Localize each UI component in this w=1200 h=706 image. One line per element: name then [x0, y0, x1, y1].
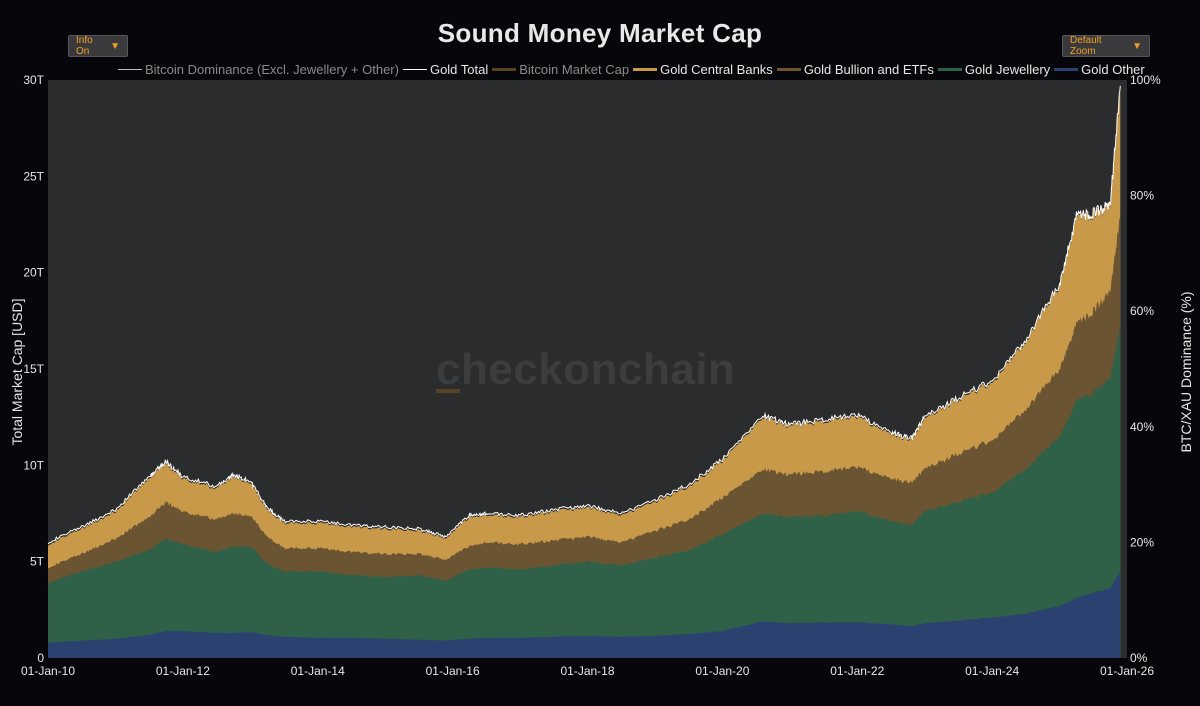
chevron-down-icon: ▼	[1132, 40, 1142, 52]
y2-tick-label: 80%	[1130, 189, 1154, 203]
line-gold-total	[47, 85, 1121, 545]
x-tick-label: 01-Jan-14	[291, 664, 345, 678]
legend-swatch	[492, 67, 517, 71]
legend-label: Gold Total	[429, 61, 489, 77]
y-tick-label: 30T	[23, 73, 44, 87]
legend-swatch	[776, 67, 801, 71]
legend-label: Gold Central Banks	[660, 61, 773, 77]
legend-label: Bitcoin Dominance (Excl. Jewellery + Oth…	[145, 61, 399, 77]
legend-label: Gold Jewellery	[964, 61, 1051, 77]
x-tick-label: 01-Jan-24	[965, 664, 1019, 678]
info-toggle-button[interactable]: Info On ▼	[68, 35, 128, 57]
y-tick-label: 0	[37, 651, 44, 665]
legend-item[interactable]: Gold Central Banks	[633, 62, 773, 77]
legend-item[interactable]: Gold Total	[402, 61, 489, 77]
zoom-select-label: Default Zoom	[1070, 35, 1102, 57]
legend-label: Bitcoin Market Cap	[519, 61, 630, 77]
y-tick-label: 15T	[23, 362, 44, 376]
zoom-select-button[interactable]: Default Zoom ▼	[1062, 35, 1150, 57]
area-gold-other	[48, 571, 1121, 658]
y2-tick-label: 60%	[1130, 304, 1154, 318]
legend-item[interactable]: Gold Jewellery	[937, 61, 1051, 77]
watermark: checkonchain	[436, 345, 736, 394]
legend-item[interactable]: Bitcoin Market Cap	[492, 62, 629, 77]
chevron-down-icon: ▼	[110, 40, 120, 52]
x-tick-label: 01-Jan-16	[426, 664, 480, 678]
legend-swatch	[1054, 67, 1079, 71]
x-tick-label: 01-Jan-20	[695, 664, 749, 678]
y-tick-label: 10T	[23, 458, 44, 472]
legend-item[interactable]: Bitcoin Dominance (Excl. Jewellery + Oth…	[118, 62, 399, 77]
legend-swatch	[402, 68, 427, 70]
chart-legend: Bitcoin Dominance (Excl. Jewellery + Oth…	[118, 60, 1149, 78]
y-tick-label: 5T	[30, 555, 45, 569]
legend-swatch	[633, 67, 658, 71]
y2-tick-label: 0%	[1130, 651, 1148, 665]
y2-tick-label: 20%	[1130, 535, 1154, 549]
y2-tick-label: 100%	[1130, 73, 1161, 87]
y-tick-label: 20T	[23, 266, 44, 280]
legend-label: Gold Bullion and ETFs	[803, 61, 934, 77]
legend-swatch	[937, 67, 962, 71]
legend-item[interactable]: Gold Bullion and ETFs	[776, 61, 934, 77]
x-tick-label: 01-Jan-10	[21, 664, 75, 678]
x-tick-label: 01-Jan-22	[830, 664, 884, 678]
y2-tick-label: 40%	[1130, 420, 1154, 434]
legend-label: Gold Other	[1081, 61, 1145, 77]
x-tick-label: 01-Jan-26	[1100, 664, 1154, 678]
area-gold-jewellery	[48, 326, 1121, 658]
watermark-bar	[436, 389, 460, 393]
info-toggle-label: Info On	[76, 35, 93, 57]
x-tick-label: 01-Jan-12	[156, 664, 210, 678]
y-tick-label: 25T	[23, 169, 44, 183]
chart-title: Sound Money Market Cap	[437, 18, 763, 48]
x-tick-label: 01-Jan-18	[560, 664, 614, 678]
legend-item[interactable]: Gold Other	[1054, 62, 1145, 77]
legend-swatch	[118, 68, 142, 70]
